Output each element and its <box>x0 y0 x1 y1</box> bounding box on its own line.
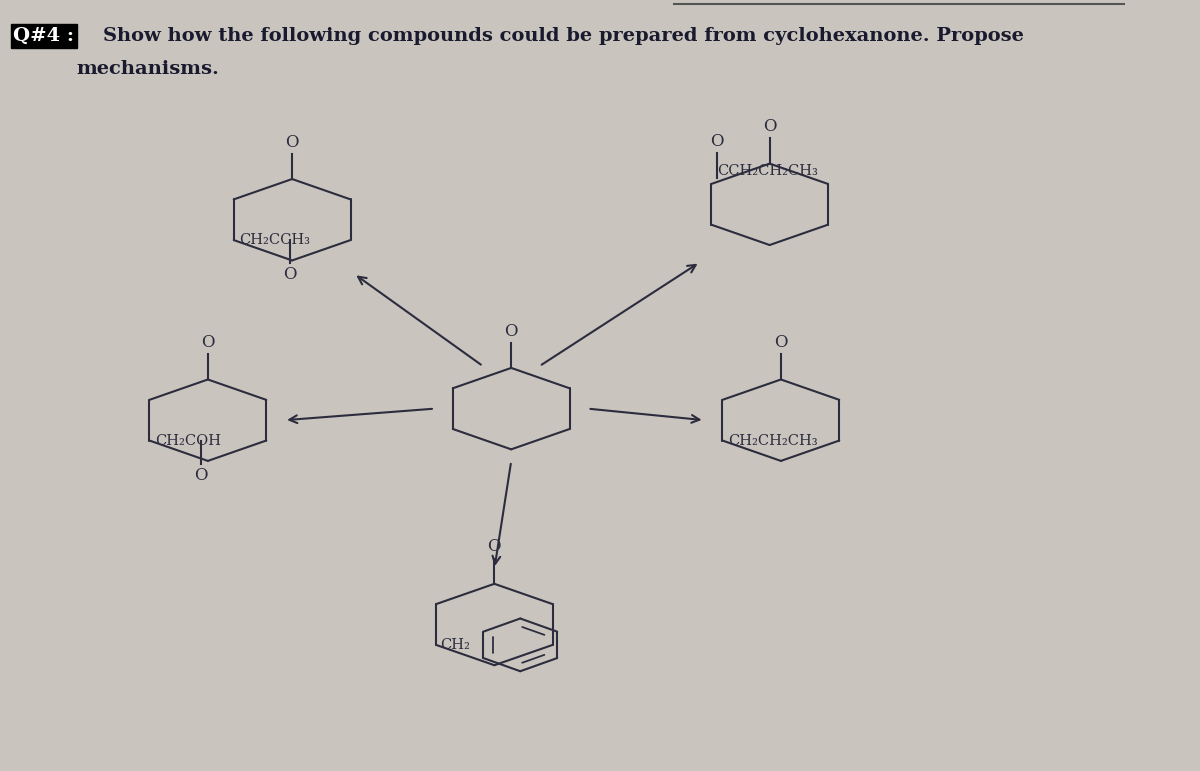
Text: Show how the following compounds could be prepared from cyclohexanone. Propose: Show how the following compounds could b… <box>103 27 1025 45</box>
Text: O: O <box>487 538 502 555</box>
Text: O: O <box>194 466 208 483</box>
Text: CH₂: CH₂ <box>440 638 470 651</box>
Text: O: O <box>504 322 518 339</box>
Text: O: O <box>283 266 296 283</box>
Text: O: O <box>286 133 299 150</box>
Text: CH₂COH: CH₂COH <box>155 433 221 447</box>
Text: O: O <box>763 118 776 135</box>
Text: O: O <box>774 334 787 351</box>
Text: O: O <box>202 334 215 351</box>
Text: Q#4 :: Q#4 : <box>13 27 74 45</box>
Text: CH₂CH₂CH₃: CH₂CH₂CH₃ <box>728 433 817 447</box>
Text: O: O <box>710 133 724 150</box>
Text: CH₂CCH₃: CH₂CCH₃ <box>239 233 311 247</box>
Text: mechanisms.: mechanisms. <box>77 60 220 78</box>
Text: CCH₂CH₂CH₃: CCH₂CH₂CH₃ <box>716 163 817 178</box>
